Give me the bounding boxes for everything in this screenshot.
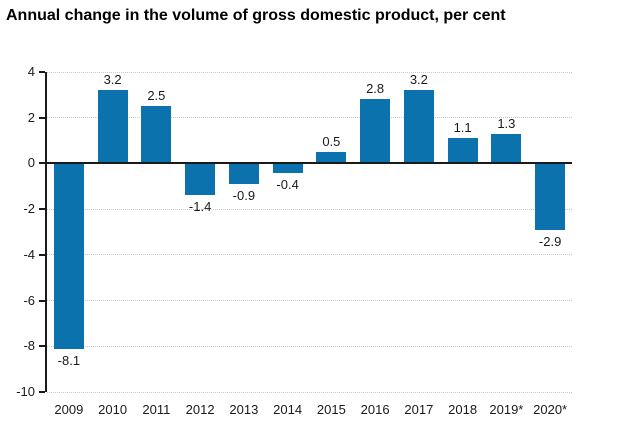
value-label-2011: 2.5 [147,88,166,104]
x-label-2013: 2013 [229,402,259,417]
y-tick--10 [39,391,45,393]
gridline-4 [47,71,572,73]
value-label-2010: 3.2 [103,72,122,88]
value-label-2014: -0.4 [276,176,299,192]
y-tick--2 [39,208,45,211]
x-label-2016: 2016 [360,402,390,417]
value-label-2012: -1.4 [188,199,212,215]
y-tick-2 [39,116,45,119]
value-label-2020*: -2.9 [538,233,562,249]
bar-2018 [447,138,478,164]
x-label-2014: 2014 [273,402,303,417]
x-label-2019*: 2019* [489,402,524,417]
gridline--2 [47,208,572,210]
y-tick-label--10: -10 [16,384,35,399]
bar-2009 [53,163,84,349]
value-label-2009: -8.1 [57,352,81,368]
gridline--6 [47,300,572,302]
chart-title: Annual change in the volume of gross dom… [6,7,506,24]
value-label-2013: -0.9 [232,188,256,203]
bar-2014 [272,163,303,173]
y-tick-label--4: -4 [23,246,35,262]
y-tick--8 [39,345,45,348]
bar-2012 [185,163,216,196]
bar-2010 [97,90,128,164]
y-tick-label-2: 2 [27,109,35,125]
gridline-2 [47,117,572,119]
x-label-2018: 2018 [448,402,478,417]
x-label-2010: 2010 [98,402,128,417]
y-tick-label--2: -2 [23,201,35,217]
gridline--4 [47,254,572,256]
value-label-2017: 3.2 [409,72,428,88]
y-tick-0 [39,162,45,165]
value-label-2019*: 1.3 [497,115,516,131]
bar-2016 [360,99,391,164]
y-tick-label--8: -8 [23,338,35,354]
bar-2015 [316,152,347,164]
y-tick-label-0: 0 [27,155,35,171]
value-label-2015: 0.5 [322,134,341,149]
gridline--10 [47,391,572,393]
y-tick-label--6: -6 [23,292,35,308]
y-tick-label-4: 4 [27,64,35,79]
x-label-2015: 2015 [316,402,346,417]
y-tick-4 [39,71,45,73]
x-label-2012: 2012 [185,402,215,417]
value-label-2016: 2.8 [366,81,385,97]
y-axis-line [45,72,47,392]
bar-2011 [141,106,172,164]
zero-line [47,162,572,165]
gridline--8 [47,345,572,347]
y-tick--4 [39,253,45,256]
x-label-2011: 2011 [142,402,171,417]
bar-2019* [491,133,522,164]
bar-2013 [228,163,259,184]
x-label-2017: 2017 [404,402,434,417]
value-label-2018: 1.1 [453,120,472,136]
x-label-2020*: 2020* [533,402,568,417]
bar-2017 [403,90,434,164]
x-label-2009: 2009 [54,402,84,417]
bar-2020* [535,163,566,230]
y-tick--6 [39,299,45,302]
